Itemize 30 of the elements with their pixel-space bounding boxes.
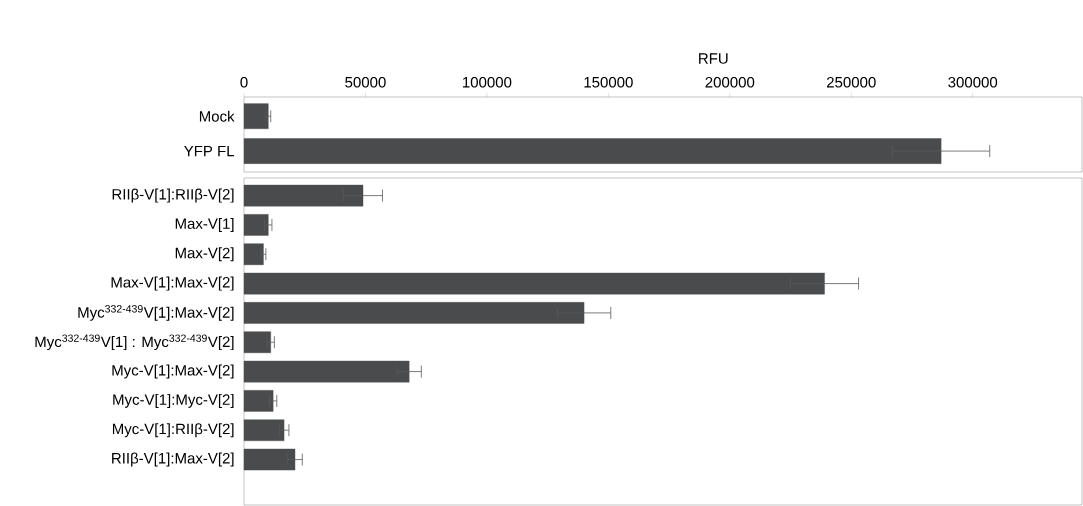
y-tick-label: Max-V[1]:Max-V[2] [111, 276, 234, 291]
x-tick-label: 150000 [584, 76, 633, 88]
x-tick-label: 300000 [948, 76, 998, 88]
bar [243, 272, 825, 295]
y-tick-label: Myc$^{332-439}$V[1]:Max-V[2] [78, 305, 234, 321]
bar [243, 184, 364, 207]
y-tick-label: Myc-V[1]:Max-V[2] [112, 364, 234, 379]
bar [243, 448, 296, 471]
y-tick-label: Mock [199, 110, 235, 122]
x-tick-label: 200000 [705, 76, 755, 88]
x-axis-title: RFU [699, 53, 728, 64]
y-tick-label: RIIβ-V[1]:Max-V[2] [112, 452, 234, 467]
y-tick-label: Myc$^{332-439}$V[1] : Myc$^{332-439}$V[2] [35, 334, 234, 351]
bar [243, 390, 274, 412]
y-tick-label: YFP FL [184, 145, 235, 157]
y-tick-label: Myc-V[1]:RIIβ-V[2] [112, 423, 234, 438]
x-tick-label: 0 [240, 76, 248, 88]
y-tick-label: RIIβ-V[1]:RIIβ-V[2] [112, 188, 234, 203]
y-tick-label: Max-V[1] [175, 217, 234, 232]
bar [243, 243, 264, 266]
bar [243, 419, 285, 441]
bar [243, 331, 271, 353]
bar [243, 302, 585, 324]
x-tick-label: 50000 [345, 76, 386, 88]
x-tick-label: 250000 [826, 76, 876, 88]
x-tick-label: 100000 [463, 76, 512, 88]
y-tick-label: Max-V[2] [175, 247, 234, 262]
y-tick-label: Myc-V[1]:Myc-V[2] [113, 393, 234, 408]
bar [243, 360, 410, 383]
bar [243, 214, 269, 236]
